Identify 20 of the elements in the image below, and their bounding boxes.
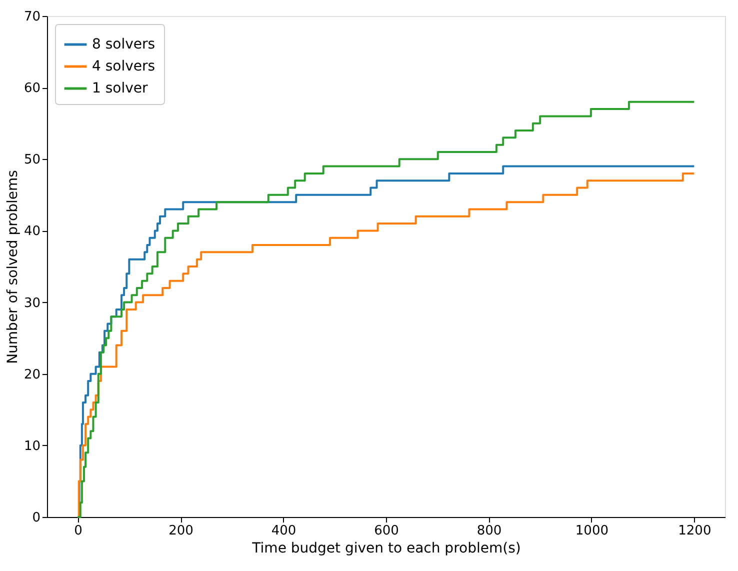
legend-label: 4 solvers xyxy=(92,58,156,74)
y-tick-label: 40 xyxy=(24,224,40,240)
x-tick-label: 400 xyxy=(271,524,296,538)
legend-label: 1 solver xyxy=(92,80,148,96)
legend-label: 8 solvers xyxy=(92,36,156,52)
y-tick-label: 10 xyxy=(24,438,40,454)
x-tick-label: 0 xyxy=(74,524,82,538)
y-tick-label: 20 xyxy=(24,367,40,382)
x-tick-label: 600 xyxy=(374,524,399,538)
y-tick-label: 50 xyxy=(24,152,40,168)
x-tick-label: 800 xyxy=(476,524,502,538)
x-tick-label: 200 xyxy=(168,524,194,538)
x-axis-title: Time budget given to each problem(s) xyxy=(251,540,521,556)
y-tick-label: 70 xyxy=(24,10,40,24)
y-axis-title: Number of solved problems xyxy=(4,170,21,364)
y-tick-label: 0 xyxy=(32,510,40,526)
x-tick-label: 1000 xyxy=(575,524,608,538)
x-tick-label: 1200 xyxy=(678,524,712,538)
y-tick-label: 60 xyxy=(24,81,40,96)
y-tick-label: 30 xyxy=(24,296,40,311)
